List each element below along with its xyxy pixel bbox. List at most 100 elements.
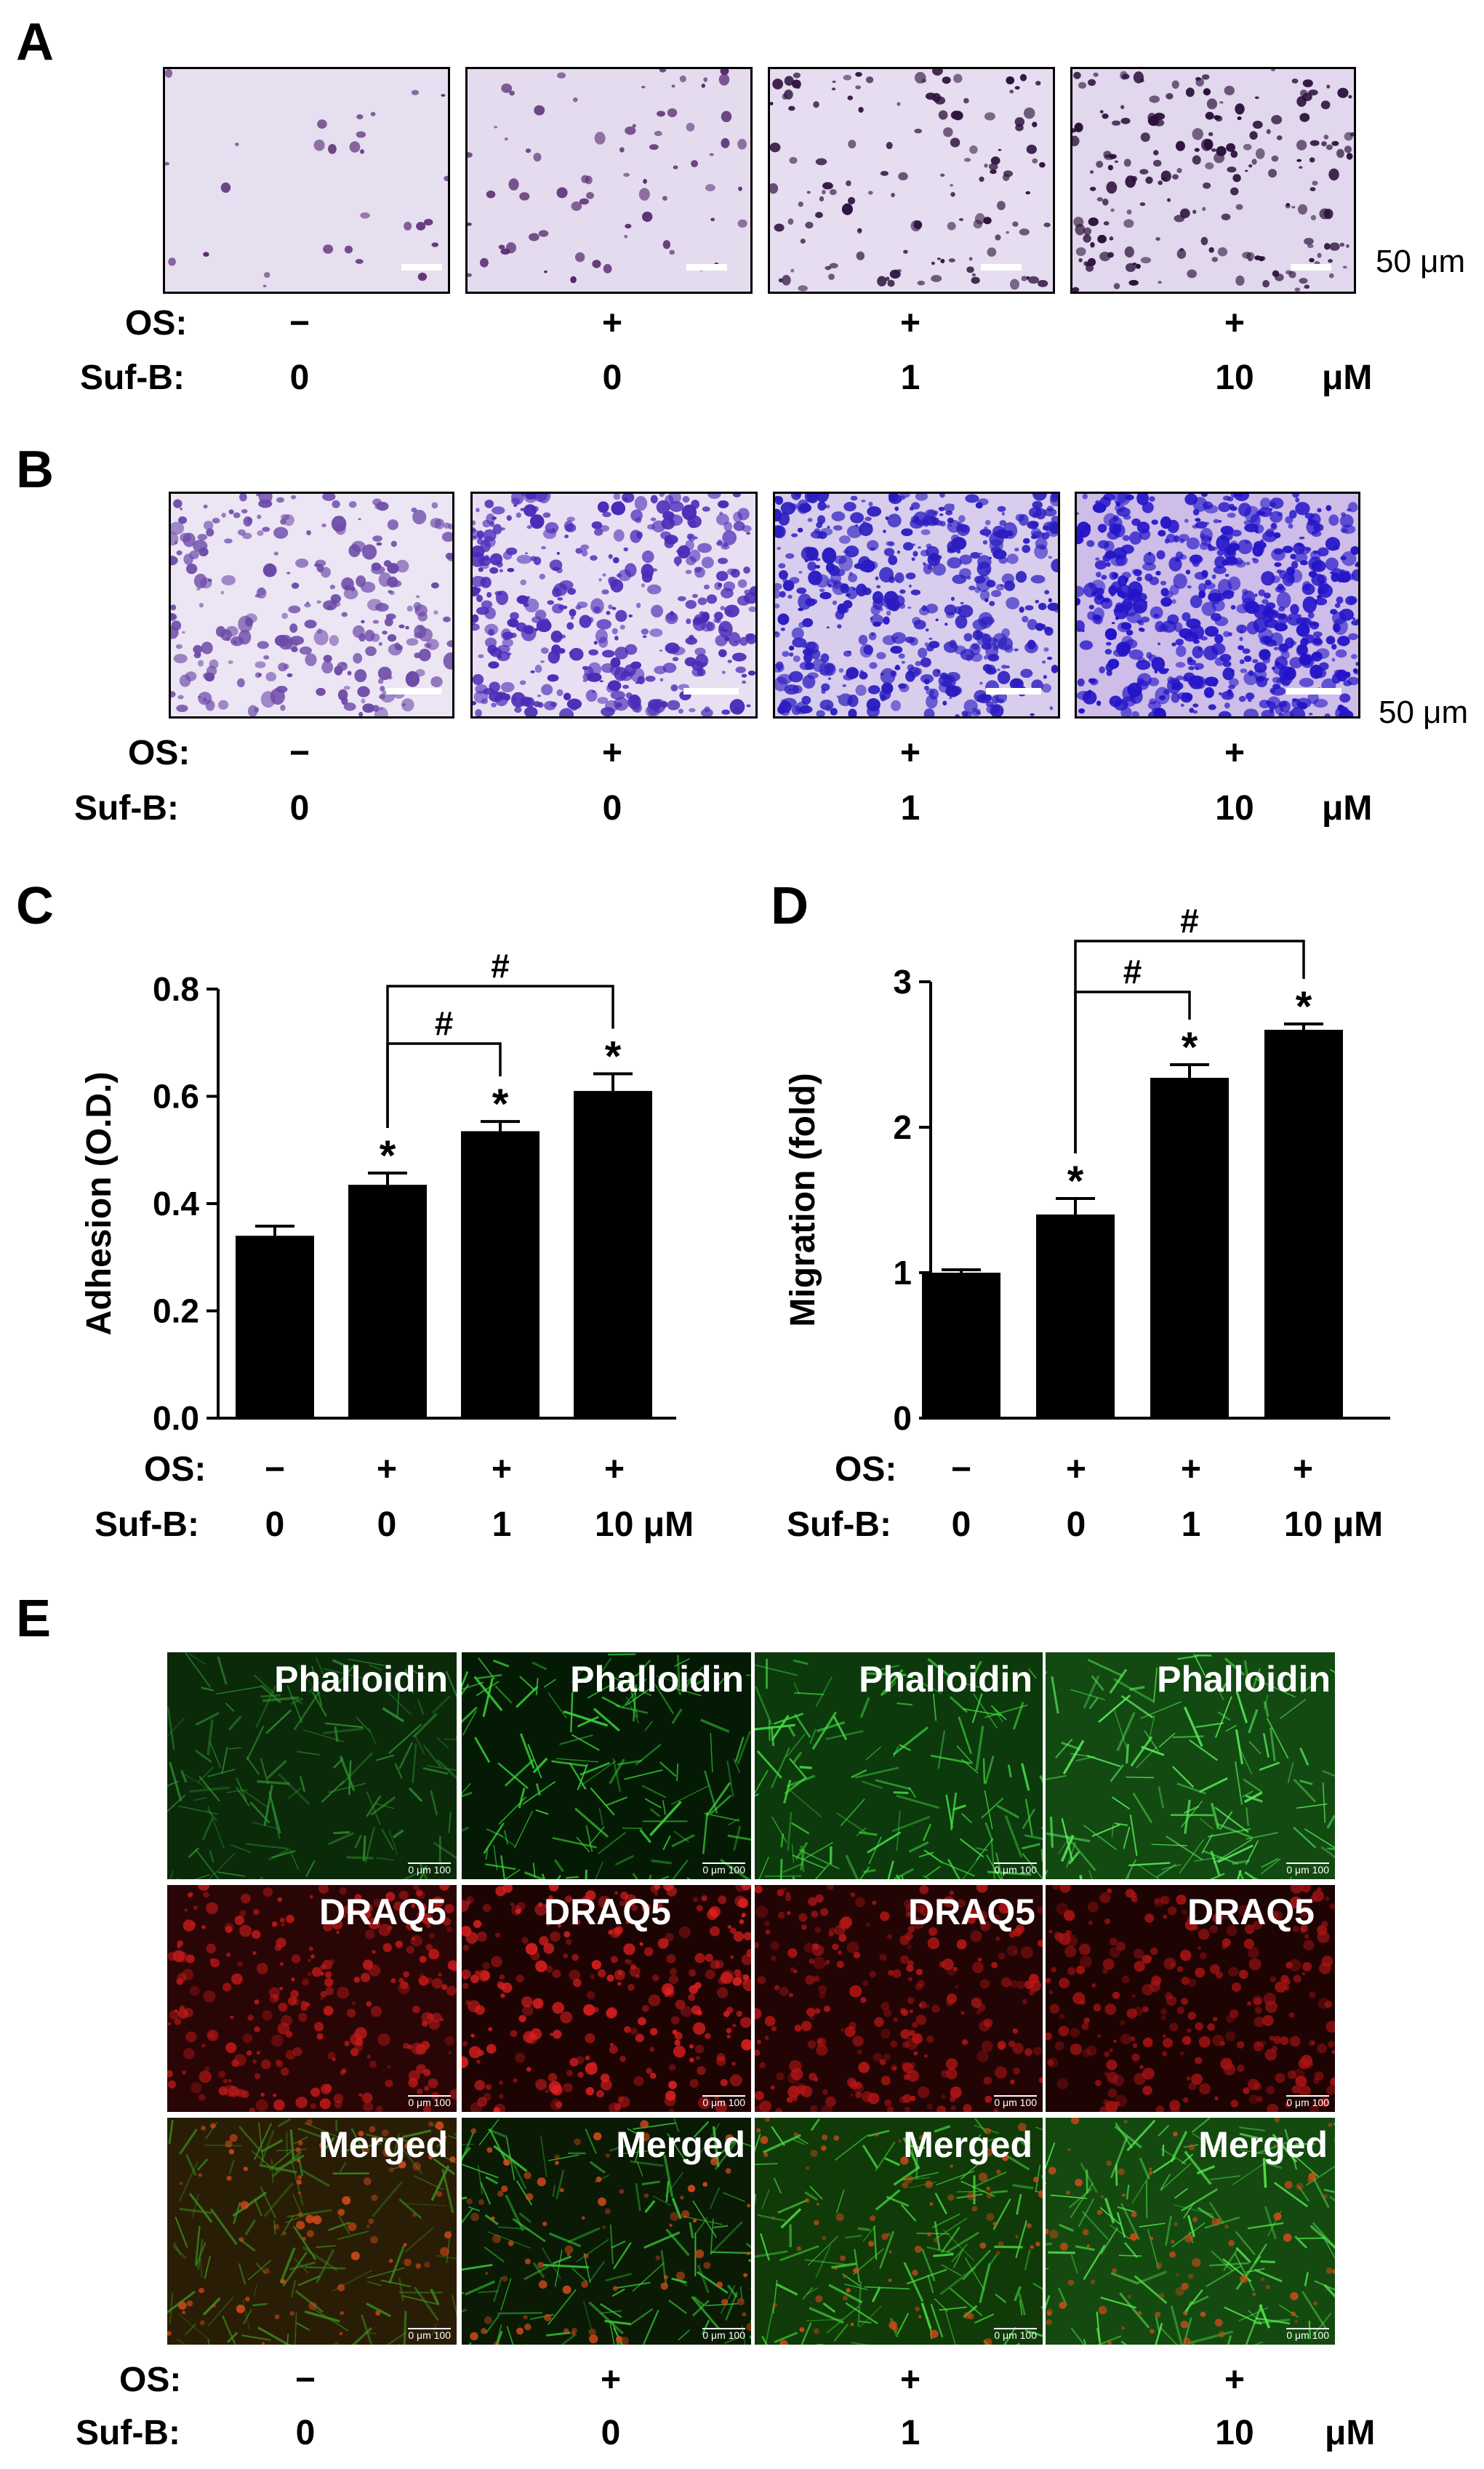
nucleus: [1294, 2320, 1298, 2324]
actin-filament: [690, 1678, 705, 1689]
stained-cell: [1019, 73, 1027, 81]
stained-cell: [594, 132, 606, 145]
nucleus: [488, 2027, 493, 2032]
stained-cell: [813, 101, 819, 108]
nucleus: [908, 2029, 915, 2036]
stained-cell: [668, 514, 683, 527]
nucleus: [1304, 1934, 1309, 1939]
nucleus: [692, 2219, 697, 2223]
nucleus: [947, 2194, 955, 2201]
stained-cell: [1009, 89, 1014, 94]
actin-filament: [671, 1833, 695, 1848]
actin-filament: [398, 2198, 422, 2220]
nucleus: [905, 2037, 919, 2050]
nucleus: [723, 2011, 730, 2017]
nucleus: [689, 2044, 694, 2049]
y-axis-label: Adhesion (O.D.): [80, 1072, 119, 1336]
actin-filament: [585, 1825, 593, 1852]
nucleus: [805, 1974, 815, 1985]
nucleus: [508, 2240, 514, 2246]
nucleus: [1226, 1925, 1238, 1937]
stained-cell: [1125, 263, 1136, 272]
actin-filament: [1137, 1863, 1160, 1879]
actin-filament: [1062, 1740, 1085, 1774]
actin-filament: [1193, 1653, 1206, 1676]
stained-cell: [859, 670, 865, 675]
nucleus: [613, 1928, 622, 1936]
nucleus: [431, 1977, 443, 1989]
actin-filament: [1080, 2162, 1098, 2193]
os-value-4: +: [1224, 2361, 1246, 2399]
stained-cell: [854, 563, 864, 569]
y-tick-label: 0.4: [153, 1185, 199, 1223]
actin-filament: [217, 1656, 228, 1685]
nucleus: [1330, 2076, 1335, 2086]
nucleus: [466, 1896, 474, 1904]
stained-cell: [1278, 643, 1289, 653]
scale-bar: [1286, 688, 1341, 695]
nucleus: [1046, 2311, 1052, 2316]
stained-cell: [476, 508, 480, 513]
nucleus: [252, 2060, 257, 2064]
stained-cell: [932, 668, 941, 677]
nucleus: [324, 2084, 332, 2092]
actin-filament: [739, 2286, 743, 2301]
actin-filament: [497, 1762, 529, 1789]
actin-filament: [1301, 1684, 1315, 1694]
nucleus: [1054, 1932, 1064, 1942]
nucleus: [925, 2180, 934, 2188]
stained-cell: [1337, 87, 1349, 98]
actin-filament: [430, 2288, 440, 2305]
stained-cell: [412, 509, 427, 524]
actin-filament: [676, 2278, 688, 2287]
actin-filament: [791, 1844, 795, 1863]
stained-cell: [847, 95, 854, 100]
actin-filament: [930, 2303, 944, 2338]
actin-filament: [252, 1878, 254, 1879]
stained-cell: [1187, 269, 1198, 279]
actin-filament: [1293, 1778, 1317, 1803]
nucleus: [1100, 2195, 1104, 2198]
nucleus: [814, 1926, 822, 1933]
stained-cell: [1244, 169, 1248, 172]
actin-filament: [493, 2145, 528, 2172]
actin-filament: [1219, 1678, 1231, 1692]
stained-cell: [995, 234, 1001, 241]
stained-cell: [1035, 623, 1044, 631]
actin-filament: [1041, 2174, 1043, 2181]
stained-cell: [983, 217, 992, 225]
stained-cell: [1182, 612, 1191, 622]
stained-cell: [1153, 614, 1160, 618]
actin-filament: [758, 1856, 769, 1879]
nucleus: [585, 2055, 590, 2061]
significance-star: *: [605, 1033, 622, 1081]
stained-cell: [564, 534, 569, 539]
stained-cell: [1313, 524, 1324, 532]
actin-filament: [884, 2157, 901, 2166]
stained-cell: [1325, 636, 1336, 645]
nucleus: [787, 1910, 791, 1916]
nucleus: [1070, 2028, 1080, 2038]
nucleus: [785, 1892, 791, 1897]
stained-cell: [1288, 617, 1293, 620]
stained-cell: [1307, 612, 1315, 619]
actin-filament: [936, 2170, 975, 2186]
nucleus: [770, 1941, 779, 1950]
stained-cell: [1090, 241, 1095, 248]
nucleus: [665, 2090, 676, 2101]
stained-cell: [1146, 652, 1152, 659]
nucleus: [1209, 1964, 1220, 1974]
sufb-value-4: 10 μM: [1284, 1505, 1384, 1544]
nucleus: [302, 2236, 306, 2241]
actin-filament: [462, 2308, 467, 2313]
stained-cell: [489, 553, 503, 566]
nucleus: [1102, 1958, 1115, 1970]
stained-cell: [891, 632, 907, 644]
actin-filament: [482, 1678, 494, 1717]
nucleus: [1176, 2006, 1185, 2014]
actin-filament: [745, 2242, 751, 2249]
stained-cell: [597, 697, 609, 704]
stained-cell: [614, 636, 619, 641]
nucleus: [1296, 2182, 1304, 2190]
nucleus: [703, 2262, 711, 2269]
